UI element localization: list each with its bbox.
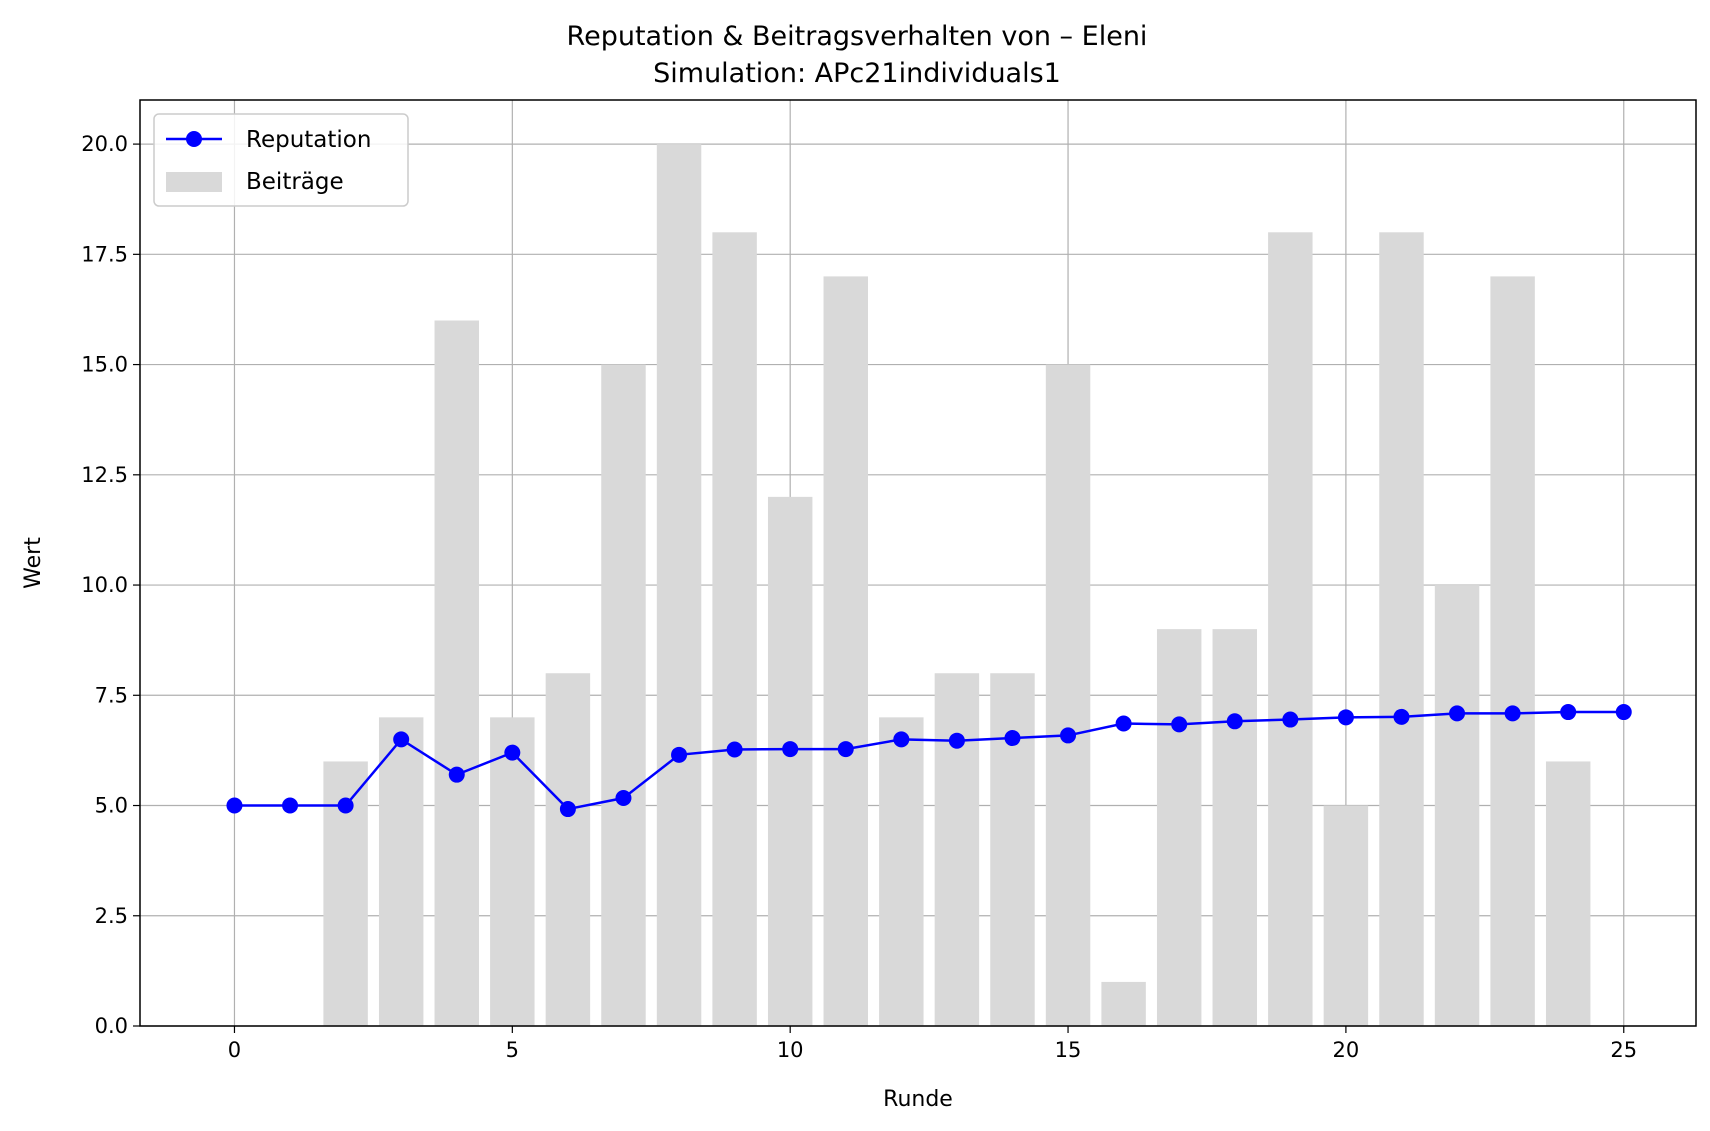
bar-beitraege xyxy=(656,144,702,1027)
x-tick-label: 0 xyxy=(228,1038,241,1062)
chart-subtitle: Simulation: APc21individuals1 xyxy=(653,58,1061,89)
y-axis-ticks: 0.0 2.5 5.0 7.5 10.0 12.5 15.0 17.5 20.0 xyxy=(81,132,140,1038)
y-tick-label: 5.0 xyxy=(95,794,128,818)
bar-beitraege xyxy=(545,673,591,1026)
bar-beitraege xyxy=(879,717,924,1026)
reputation-point xyxy=(893,731,910,748)
bar-beitraege xyxy=(434,320,479,1026)
reputation-point xyxy=(559,801,576,818)
y-tick-label: 0.0 xyxy=(95,1014,128,1038)
reputation-point xyxy=(837,741,854,758)
reputation-point xyxy=(1337,709,1354,726)
bar-beitraege xyxy=(1156,629,1202,1026)
x-tick-label: 20 xyxy=(1333,1038,1360,1062)
line-series-reputation xyxy=(226,704,1632,818)
x-tick-label: 25 xyxy=(1610,1038,1637,1062)
x-tick-label: 10 xyxy=(777,1038,804,1062)
reputation-point xyxy=(1504,705,1521,722)
reputation-point xyxy=(226,797,243,814)
reputation-point xyxy=(448,766,465,783)
reputation-point xyxy=(615,790,632,807)
legend-marker-swatch xyxy=(186,131,202,147)
bar-beitraege xyxy=(1434,585,1480,1026)
x-tick-label: 5 xyxy=(506,1038,519,1062)
reputation-point xyxy=(782,741,799,758)
y-tick-label: 12.5 xyxy=(81,463,128,487)
reputation-point xyxy=(1560,704,1577,721)
bar-beitraege xyxy=(1268,232,1313,1027)
bar-beitraege xyxy=(1323,805,1369,1026)
reputation-point xyxy=(726,741,743,758)
reputation-point xyxy=(1393,708,1410,725)
legend-bar-swatch xyxy=(166,172,222,192)
bar-beitraege xyxy=(1101,981,1146,1026)
reputation-point xyxy=(393,731,410,748)
reputation-point xyxy=(671,746,688,763)
reputation-point xyxy=(1615,704,1632,721)
reputation-point xyxy=(1226,713,1243,730)
x-axis-ticks: 0 5 10 15 20 25 xyxy=(228,1026,1637,1062)
y-axis-label: Wert xyxy=(21,537,46,589)
bar-beitraege xyxy=(1545,761,1591,1026)
reputation-point xyxy=(1171,716,1188,733)
chart-title: Reputation & Beitragsverhalten von – Ele… xyxy=(567,21,1148,52)
legend-label-reputation: Reputation xyxy=(246,127,371,153)
y-tick-label: 2.5 xyxy=(95,904,128,928)
bar-beitraege xyxy=(378,717,424,1026)
x-axis-label: Runde xyxy=(883,1087,953,1112)
y-tick-label: 17.5 xyxy=(81,242,128,266)
reputation-point xyxy=(504,744,521,761)
x-tick-label: 15 xyxy=(1055,1038,1082,1062)
bar-beitraege xyxy=(767,496,813,1026)
reputation-line xyxy=(234,710,1624,811)
y-tick-label: 10.0 xyxy=(81,573,128,597)
legend: Reputation Beiträge xyxy=(153,113,409,207)
reputation-point xyxy=(1004,730,1021,747)
reputation-point xyxy=(948,732,965,749)
bar-beitraege xyxy=(1212,629,1257,1026)
y-tick-label: 15.0 xyxy=(81,353,128,377)
bar-series-beitraege xyxy=(323,144,1591,1027)
bar-beitraege xyxy=(823,276,868,1026)
bar-beitraege xyxy=(601,364,646,1027)
y-tick-label: 7.5 xyxy=(95,683,128,707)
bar-beitraege xyxy=(712,232,757,1027)
bar-beitraege xyxy=(934,673,980,1026)
plot-frame xyxy=(139,99,1697,1027)
y-tick-label: 20.0 xyxy=(81,132,128,156)
bar-beitraege xyxy=(990,673,1035,1026)
reputation-point xyxy=(282,797,299,814)
reputation-point xyxy=(1060,727,1077,744)
legend-label-beitraege: Beiträge xyxy=(246,169,344,195)
reputation-point xyxy=(1449,705,1466,722)
bar-beitraege xyxy=(1045,364,1091,1027)
bar-beitraege xyxy=(1490,276,1535,1026)
bar-beitraege xyxy=(490,717,535,1026)
reputation-point xyxy=(1115,715,1132,732)
bar-beitraege xyxy=(1379,232,1424,1027)
reputation-point xyxy=(1282,711,1299,728)
reputation-point xyxy=(337,797,354,814)
